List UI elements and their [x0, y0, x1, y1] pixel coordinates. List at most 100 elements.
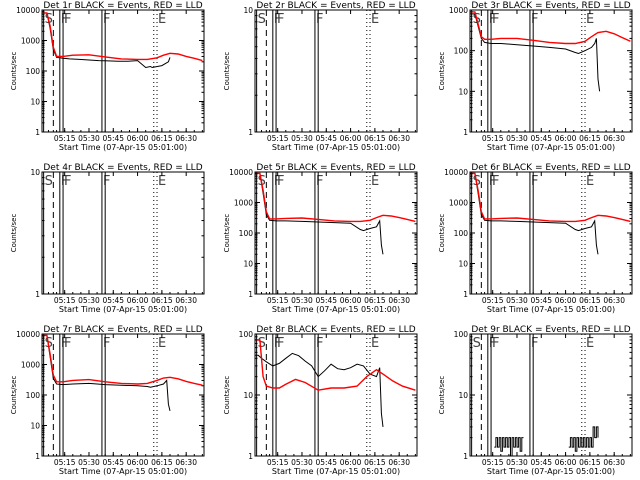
x-tick-label: 06:30	[175, 296, 197, 305]
panel-title: Det 9r BLACK = Events, RED = LLD	[471, 325, 630, 335]
y-tick-label: 1000	[234, 199, 253, 208]
x-tick-label: 05:30	[78, 458, 100, 467]
flag-label: F	[531, 12, 538, 27]
x-tick-label: 06:30	[603, 458, 625, 467]
panel-title: Det 2r BLACK = Events, RED = LLD	[256, 1, 415, 11]
y-tick-label: 1000	[449, 199, 468, 208]
x-tick-label: 06:00	[555, 458, 577, 467]
flag-label: E	[158, 336, 166, 351]
x-axis-label: Start Time (07-Apr-15 05:01:00)	[272, 467, 400, 476]
x-axis-label: Start Time (07-Apr-15 05:01:00)	[272, 305, 400, 314]
x-tick-label: 06:15	[151, 458, 173, 467]
x-tick-label: 05:45	[102, 296, 124, 305]
plot-frame	[254, 9, 418, 133]
events-series-line	[255, 352, 384, 427]
events-series-line	[470, 13, 601, 92]
plot-frame	[469, 333, 633, 457]
y-tick-label: 100	[454, 47, 469, 56]
x-tick-label: 06:00	[555, 134, 577, 143]
y-axis-label: Counts/sec	[438, 214, 446, 253]
x-tick-label: 06:00	[555, 296, 577, 305]
flag-label: E	[371, 174, 379, 189]
x-tick-label: 05:15	[482, 458, 504, 467]
flag-label: F	[277, 336, 284, 351]
panel-title: Det 5r BLACK = Events, RED = LLD	[256, 163, 415, 173]
flag-label: F	[277, 12, 284, 27]
flag-label: F	[64, 174, 71, 189]
x-tick-label: 05:15	[482, 134, 504, 143]
plot-frame	[41, 9, 205, 133]
x-tick-label: 05:45	[102, 458, 124, 467]
y-axis-label: Counts/sec	[438, 52, 446, 91]
y-tick-label: 100	[26, 67, 41, 76]
panel-title: Det 6r BLACK = Events, RED = LLD	[471, 163, 630, 173]
x-tick-label: 05:45	[102, 134, 124, 143]
flag-label: F	[274, 12, 281, 27]
x-axis-label: Start Time (07-Apr-15 05:01:00)	[487, 305, 615, 314]
x-tick-label: 06:30	[388, 134, 410, 143]
x-tick-label: 05:45	[530, 296, 552, 305]
flag-label: E	[371, 336, 379, 351]
lld-series-line	[470, 172, 631, 223]
events-series-line	[568, 426, 599, 452]
plot-frame	[469, 171, 633, 295]
x-tick-label: 05:30	[291, 458, 313, 467]
flag-label: E	[158, 12, 166, 27]
x-tick-label: 05:30	[78, 296, 100, 305]
events-series-line	[494, 437, 524, 456]
flag-label: E	[371, 12, 379, 27]
flag-label: F	[316, 12, 323, 27]
x-tick-label: 06:15	[579, 296, 601, 305]
y-tick-label: 10000	[444, 168, 468, 177]
y-tick-label: 1	[35, 290, 40, 299]
x-tick-label: 05:30	[506, 296, 528, 305]
x-tick-label: 06:00	[340, 296, 362, 305]
y-tick-label: 1000	[21, 361, 40, 370]
x-tick-label: 06:30	[388, 458, 410, 467]
y-tick-label: 1	[35, 128, 40, 137]
flag-label: F	[316, 174, 323, 189]
x-tick-label: 06:15	[579, 134, 601, 143]
x-tick-label: 06:30	[175, 134, 197, 143]
flag-label: F	[103, 336, 110, 351]
x-tick-label: 05:15	[482, 296, 504, 305]
y-tick-label: 1	[248, 290, 253, 299]
x-tick-label: 06:00	[127, 134, 149, 143]
x-tick-label: 05:45	[530, 134, 552, 143]
x-tick-label: 06:00	[340, 458, 362, 467]
panel-title: Det 7r BLACK = Events, RED = LLD	[43, 325, 202, 335]
flag-label: F	[274, 174, 281, 189]
x-tick-label: 06:30	[603, 134, 625, 143]
y-axis-label: Counts/sec	[223, 52, 231, 91]
panel-title: Det 4r BLACK = Events, RED = LLD	[43, 163, 202, 173]
x-axis-label: Start Time (07-Apr-15 05:01:00)	[59, 143, 187, 152]
y-axis-label: Counts/sec	[438, 376, 446, 415]
x-tick-label: 05:15	[267, 296, 289, 305]
y-tick-label: 10	[30, 98, 40, 107]
y-axis-label: Counts/sec	[10, 376, 18, 415]
x-tick-label: 05:15	[54, 296, 76, 305]
x-axis-label: Start Time (07-Apr-15 05:01:00)	[59, 467, 187, 476]
flag-label: F	[489, 174, 496, 189]
x-tick-label: 05:45	[315, 134, 337, 143]
flag-label: F	[277, 174, 284, 189]
flag-label: S	[258, 336, 266, 351]
y-tick-label: 1	[463, 452, 468, 461]
x-tick-label: 06:15	[151, 134, 173, 143]
y-tick-label: 10	[243, 391, 253, 400]
flag-label: F	[274, 336, 281, 351]
flag-label: F	[316, 336, 323, 351]
flag-label: F	[531, 174, 538, 189]
x-tick-label: 06:15	[364, 296, 386, 305]
flag-label: F	[103, 174, 110, 189]
y-tick-label: 10	[243, 260, 253, 269]
flag-label: F	[64, 12, 71, 27]
y-tick-label: 10	[30, 168, 40, 177]
flag-label: S	[258, 12, 266, 27]
y-tick-label: 1	[463, 290, 468, 299]
x-tick-label: 05:30	[291, 134, 313, 143]
